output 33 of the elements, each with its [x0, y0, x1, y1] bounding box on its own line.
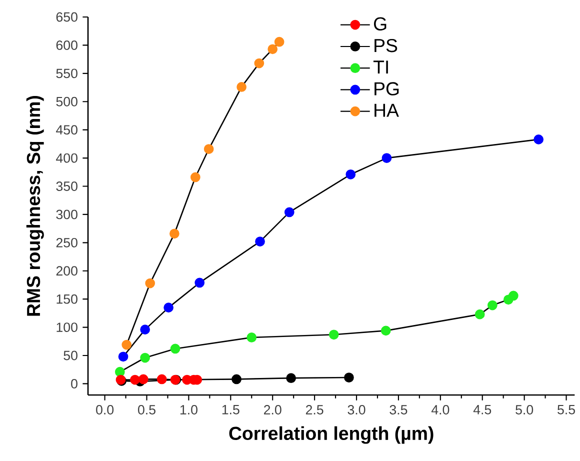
legend-label: G — [374, 17, 386, 30]
y-tick-label: 400 — [56, 153, 78, 163]
x-tick-label: 3.0 — [348, 405, 366, 414]
y-tick-label: 550 — [56, 68, 78, 78]
y-tick-label: 100 — [56, 322, 78, 332]
x-tick-label: 4.5 — [473, 405, 492, 414]
x-tick-label: 5.5 — [558, 405, 575, 414]
y-tick-label: 150 — [56, 294, 78, 304]
x-tick-label: 3.5 — [390, 405, 408, 414]
x-tick-label: 2.5 — [306, 405, 324, 414]
y-tick-label: 0 — [71, 379, 78, 388]
x-tick-label: 4.0 — [431, 405, 450, 414]
y-tick-label: 500 — [56, 96, 78, 106]
legend-label: TI — [373, 60, 388, 74]
y-tick-label: 300 — [56, 210, 78, 220]
x-tick-label: 1.0 — [180, 405, 198, 414]
legend-label: HA — [374, 104, 399, 117]
x-tick-label: 0.5 — [138, 405, 156, 414]
legend-label: PG — [374, 82, 399, 96]
y-tick-label: 350 — [56, 182, 78, 191]
x-tick-label: 1.5 — [222, 405, 240, 414]
legend-label: PS — [374, 38, 398, 52]
y-tick-label: 50 — [64, 350, 78, 360]
x-axis-title: Correlation length (µm) — [229, 426, 434, 444]
x-tick-label: 5.0 — [516, 405, 534, 414]
y-tick-label: 450 — [56, 125, 78, 135]
x-tick-label: 0.0 — [96, 405, 114, 414]
y-tick-label: 200 — [56, 266, 78, 276]
y-tick-label: 650 — [56, 12, 78, 22]
y-axis-title: RMS roughness, Sq (nm) — [26, 96, 44, 316]
y-tick-label: 250 — [56, 238, 78, 248]
x-tick-label: 2.0 — [264, 405, 282, 414]
y-tick-label: 600 — [56, 40, 78, 50]
